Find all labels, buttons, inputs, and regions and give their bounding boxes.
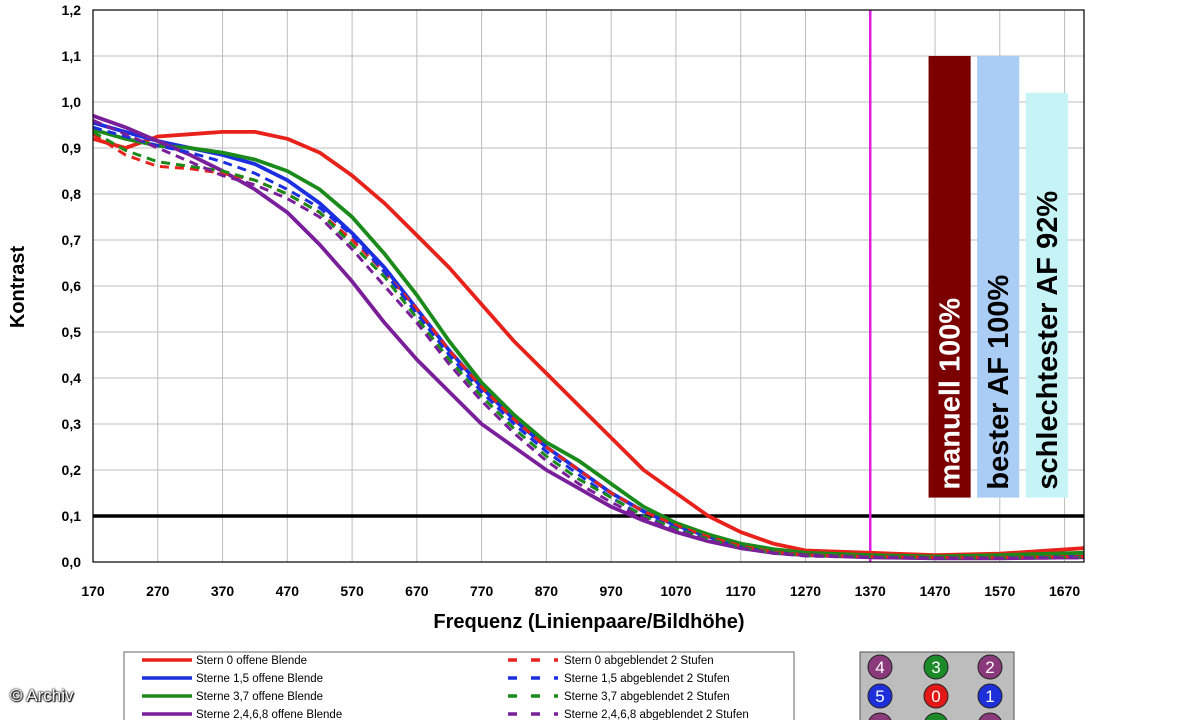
star-marker — [923, 654, 949, 680]
series-line — [92, 119, 1085, 560]
series-line — [92, 127, 1085, 559]
y-tick-labels: 0,0 0,1 0,2 0,3 0,4 0,5 0,6 0,7 0,8 0,9 1,0 1,1 1,2 — [62, 2, 82, 570]
y-tick-label: 0,2 — [62, 462, 82, 478]
x-tick-label: 1270 — [790, 583, 821, 599]
legend-label: Sterne 1,5 offene Blende — [196, 673, 323, 685]
x-tick-label: 270 — [146, 583, 170, 599]
y-tick-label: 0,5 — [62, 324, 82, 340]
series-lines — [92, 114, 1085, 561]
legend-box — [123, 651, 795, 720]
x-tick-label: 1170 — [726, 583, 757, 599]
star-number: 3 — [931, 658, 940, 677]
x-tick-label: 370 — [211, 583, 235, 599]
series-line — [92, 125, 1085, 560]
legend: Stern 0 offene Blende Sterne 1,5 offene B… — [123, 651, 795, 720]
x-tick-label: 970 — [599, 583, 623, 599]
reference-lines — [93, 10, 1084, 562]
x-axis-title: Frequenz (Linienpaare/Bildhöhe) — [433, 611, 744, 633]
bar — [1025, 92, 1068, 498]
legend-label: Sterne 3,7 offene Blende — [196, 691, 323, 703]
y-tick-label: 0,4 — [62, 370, 82, 386]
bar-label: manuell 100% — [935, 298, 967, 490]
x-tick-label: 170 — [81, 583, 105, 599]
star-marker — [924, 712, 948, 720]
x-tick-label: 570 — [340, 583, 364, 599]
bar-label: schlechtester AF 92% — [1032, 191, 1064, 490]
legend-label: Sterne 1,5 abgeblendet 2 Stufen — [564, 673, 730, 685]
x-tick-label: 1370 — [855, 583, 886, 599]
star-indicator: 4 3 2 5 0 1 — [859, 651, 1015, 720]
y-tick-label: 1,0 — [62, 94, 82, 110]
credit-label: © Archiv — [10, 686, 74, 705]
x-tick-label: 670 — [405, 583, 429, 599]
y-tick-label: 0,7 — [62, 232, 82, 248]
star-marker — [867, 683, 893, 709]
star-number: 1 — [985, 687, 994, 706]
series-line — [92, 130, 1085, 560]
x-tick-labels: 170 270 370 470 570 670 770 870 970 1070 1170 1270 1… — [81, 583, 1080, 599]
y-tick-label: 1,1 — [62, 48, 82, 64]
star-marker — [867, 654, 893, 680]
y-tick-label: 0,0 — [62, 554, 82, 570]
x-tick-label: 770 — [470, 583, 494, 599]
star-marker — [978, 712, 1002, 720]
y-tick-label: 0,3 — [62, 416, 82, 432]
legend-label: Stern 0 abgeblendet 2 Stufen — [564, 655, 714, 667]
plot-frame — [92, 9, 1085, 563]
star-number: 4 — [875, 658, 884, 677]
legend-label: Sterne 3,7 abgeblendet 2 Stufen — [564, 691, 730, 703]
star-number: 0 — [931, 687, 940, 706]
legend-label: Sterne 2,4,6,8 abgeblendet 2 Stufen — [564, 709, 749, 720]
star-marker — [977, 654, 1003, 680]
bar — [977, 56, 1020, 498]
x-tick-label: 1070 — [660, 583, 691, 599]
bar — [928, 56, 971, 498]
bars: manuell 100% bester AF 100% schlechtester … — [928, 56, 1068, 498]
star-marker — [977, 683, 1003, 709]
x-tick-label: 1670 — [1049, 583, 1080, 599]
x-tick-label: 870 — [535, 583, 559, 599]
y-tick-label: 1,2 — [62, 2, 82, 18]
y-tick-label: 0,9 — [62, 140, 82, 156]
star-number: 5 — [875, 687, 884, 706]
star-marker — [868, 712, 892, 720]
legend-label: Sterne 2,4,6,8 offene Blende — [196, 709, 342, 720]
x-tick-label: 1570 — [984, 583, 1015, 599]
x-tick-label: 1470 — [919, 583, 950, 599]
y-tick-label: 0,8 — [62, 186, 82, 202]
legend-label: Stern 0 offene Blende — [196, 655, 307, 667]
series-line — [92, 129, 1085, 557]
y-tick-label: 0,1 — [62, 508, 82, 524]
bar-label: bester AF 100% — [983, 274, 1015, 489]
star-number: 2 — [985, 658, 994, 677]
y-tick-label: 0,6 — [62, 278, 82, 294]
x-tick-label: 470 — [276, 583, 300, 599]
star-marker — [923, 683, 949, 709]
y-axis-title: Kontrast — [7, 246, 29, 329]
